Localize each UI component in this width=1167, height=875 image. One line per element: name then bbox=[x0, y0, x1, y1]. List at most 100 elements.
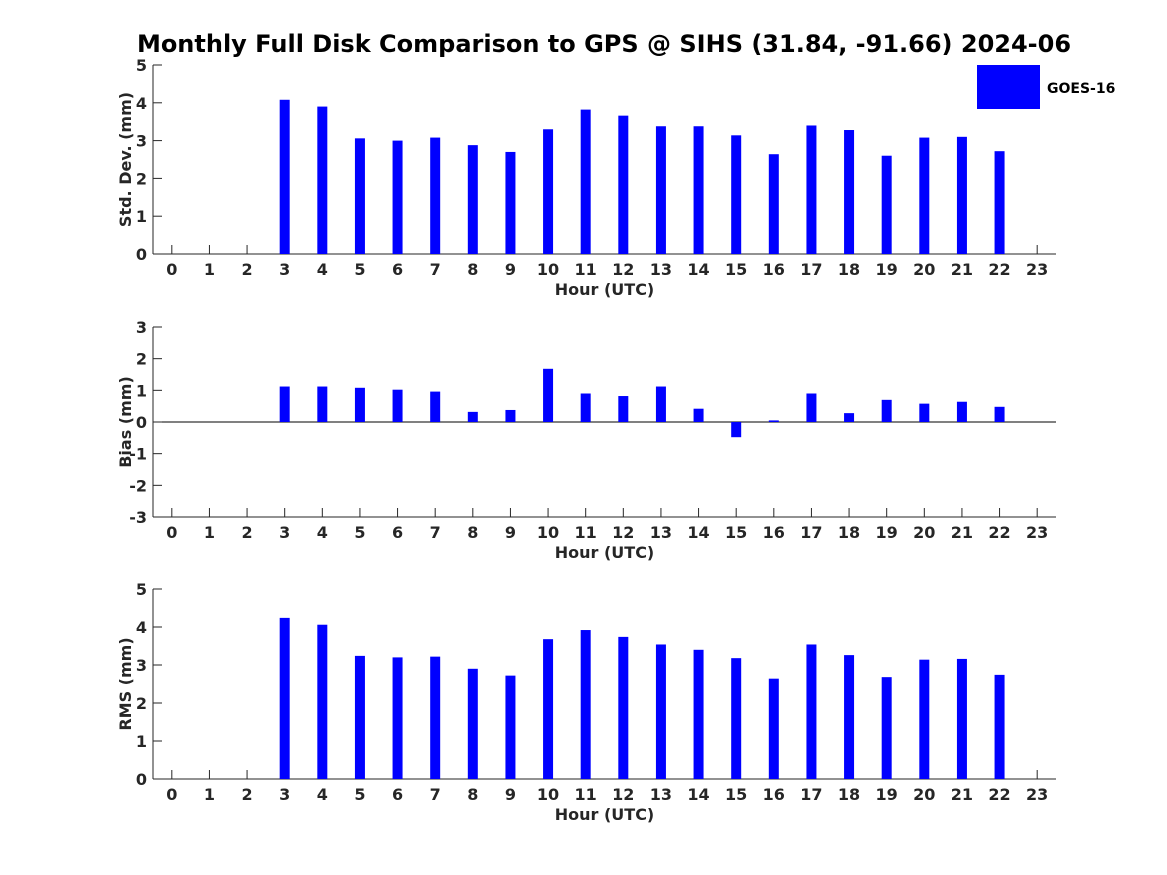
x-tick-label: 13 bbox=[650, 260, 672, 279]
x-tick-label: 14 bbox=[687, 785, 709, 804]
y-tick-label: 5 bbox=[136, 580, 147, 599]
x-tick-label: 21 bbox=[951, 260, 973, 279]
bar-hour-5 bbox=[354, 387, 365, 422]
bar-hour-13 bbox=[655, 386, 666, 422]
y-tick-label: 5 bbox=[136, 56, 147, 75]
bar-hour-9 bbox=[505, 409, 516, 422]
x-tick-label: 19 bbox=[876, 785, 898, 804]
legend-label: GOES-16 bbox=[1047, 81, 1115, 97]
bar-hour-14 bbox=[693, 126, 704, 254]
bar-hour-18 bbox=[844, 655, 855, 779]
x-tick-label: 5 bbox=[354, 523, 365, 542]
x-tick-label: 23 bbox=[1026, 785, 1048, 804]
x-tick-label: 7 bbox=[430, 785, 441, 804]
y-axis-label: RMS (mm) bbox=[116, 637, 135, 730]
x-tick-label: 22 bbox=[988, 260, 1010, 279]
x-tick-label: 16 bbox=[763, 523, 785, 542]
bar-hour-15 bbox=[731, 135, 742, 254]
bar-hour-19 bbox=[881, 155, 892, 254]
x-tick-label: 9 bbox=[505, 523, 516, 542]
x-axis-label: Hour (UTC) bbox=[555, 805, 655, 824]
bar-hour-4 bbox=[317, 624, 328, 779]
x-tick-label: 10 bbox=[537, 785, 559, 804]
bar-hour-9 bbox=[505, 151, 516, 254]
bar-hour-20 bbox=[919, 137, 930, 254]
y-axis-label: Bias (mm) bbox=[116, 376, 135, 468]
y-tick-label: 0 bbox=[136, 770, 147, 789]
x-tick-label: 15 bbox=[725, 260, 747, 279]
legend: GOES-16 bbox=[977, 65, 1115, 109]
x-tick-label: 12 bbox=[612, 785, 634, 804]
x-tick-label: 14 bbox=[687, 523, 709, 542]
bar-hour-12 bbox=[618, 396, 629, 422]
x-tick-label: 20 bbox=[913, 523, 935, 542]
x-tick-label: 6 bbox=[392, 523, 403, 542]
x-tick-label: 16 bbox=[763, 260, 785, 279]
bar-hour-17 bbox=[806, 644, 817, 779]
y-tick-label: 3 bbox=[136, 656, 147, 675]
bar-hour-7 bbox=[430, 391, 441, 422]
bar-hour-10 bbox=[543, 639, 554, 779]
y-tick-label: 0 bbox=[136, 245, 147, 264]
y-tick-label: 3 bbox=[136, 132, 147, 151]
x-tick-label: 19 bbox=[876, 260, 898, 279]
x-tick-label: 2 bbox=[241, 785, 252, 804]
x-tick-label: 0 bbox=[166, 785, 177, 804]
y-tick-label: 1 bbox=[136, 381, 147, 400]
x-tick-label: 4 bbox=[317, 785, 328, 804]
y-tick-label: 4 bbox=[136, 94, 147, 113]
bar-hour-15 bbox=[731, 658, 742, 779]
bar-hour-14 bbox=[693, 649, 704, 779]
y-tick-label: 2 bbox=[136, 694, 147, 713]
bar-hour-13 bbox=[655, 644, 666, 779]
bar-hour-22 bbox=[994, 151, 1005, 254]
bar-hour-8 bbox=[467, 668, 478, 779]
x-tick-label: 10 bbox=[537, 260, 559, 279]
x-tick-label: 20 bbox=[913, 785, 935, 804]
bar-hour-22 bbox=[994, 406, 1005, 422]
x-tick-label: 1 bbox=[204, 523, 215, 542]
x-tick-label: 8 bbox=[467, 523, 478, 542]
y-axis-label: Std. Dev. (mm) bbox=[116, 92, 135, 227]
x-tick-label: 8 bbox=[467, 260, 478, 279]
x-axis-label: Hour (UTC) bbox=[555, 280, 655, 299]
bar-hour-4 bbox=[317, 106, 328, 254]
bar-hour-7 bbox=[430, 137, 441, 254]
x-tick-label: 18 bbox=[838, 260, 860, 279]
x-tick-label: 7 bbox=[430, 523, 441, 542]
bar-hour-16 bbox=[768, 154, 779, 254]
x-tick-label: 19 bbox=[876, 523, 898, 542]
bar-hour-9 bbox=[505, 675, 516, 779]
x-tick-label: 4 bbox=[317, 523, 328, 542]
x-tick-label: 14 bbox=[687, 260, 709, 279]
x-tick-label: 12 bbox=[612, 260, 634, 279]
x-tick-label: 18 bbox=[838, 523, 860, 542]
x-tick-label: 1 bbox=[204, 260, 215, 279]
bar-hour-15 bbox=[731, 422, 742, 438]
bar-hour-3 bbox=[279, 99, 290, 254]
x-tick-label: 0 bbox=[166, 260, 177, 279]
x-tick-label: 23 bbox=[1026, 523, 1048, 542]
x-tick-label: 13 bbox=[650, 785, 672, 804]
bar-hour-18 bbox=[844, 413, 855, 422]
bar-hour-10 bbox=[543, 129, 554, 254]
x-tick-label: 17 bbox=[800, 523, 822, 542]
bar-hour-3 bbox=[279, 617, 290, 779]
bar-hour-10 bbox=[543, 368, 554, 422]
bar-hour-19 bbox=[881, 399, 892, 422]
legend-swatch bbox=[977, 65, 1040, 109]
x-tick-label: 5 bbox=[354, 260, 365, 279]
x-tick-label: 1 bbox=[204, 785, 215, 804]
bar-hour-20 bbox=[919, 659, 930, 779]
x-tick-label: 10 bbox=[537, 523, 559, 542]
bar-hour-20 bbox=[919, 403, 930, 422]
bar-hour-21 bbox=[956, 136, 967, 254]
y-tick-label: 2 bbox=[136, 169, 147, 188]
x-tick-label: 11 bbox=[575, 785, 597, 804]
x-tick-label: 15 bbox=[725, 785, 747, 804]
y-tick-label: -2 bbox=[129, 476, 147, 495]
x-tick-label: 9 bbox=[505, 785, 516, 804]
x-axis-label: Hour (UTC) bbox=[555, 543, 655, 562]
bar-hour-5 bbox=[354, 655, 365, 779]
